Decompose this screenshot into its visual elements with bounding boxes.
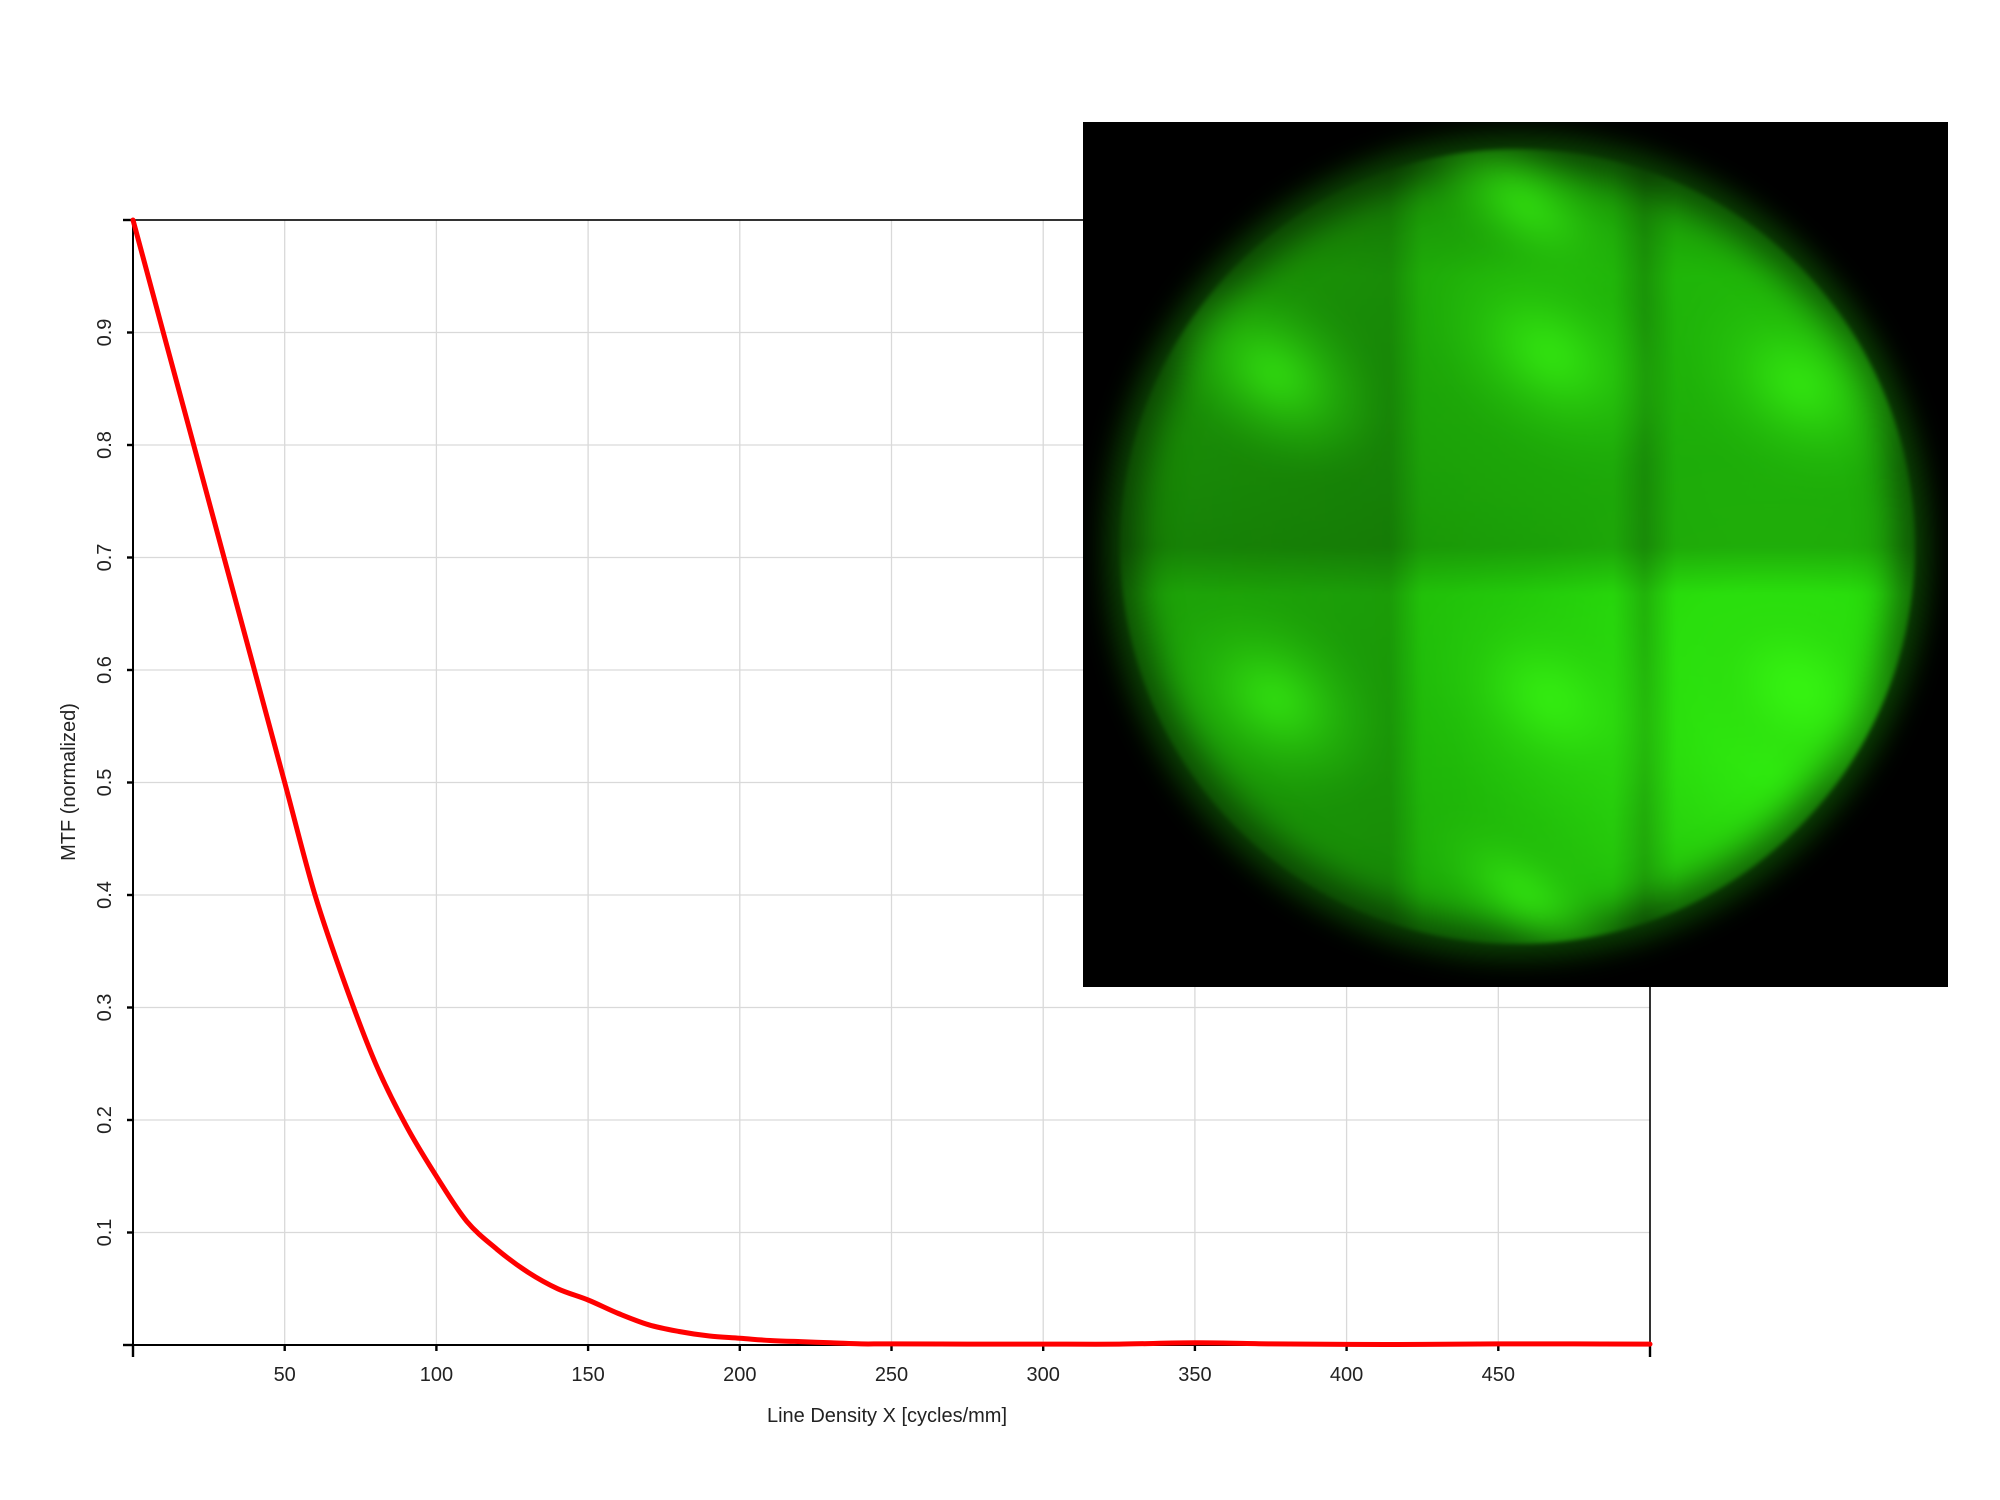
x-tick-label: 100 bbox=[420, 1364, 453, 1386]
x-tick-label: 450 bbox=[1482, 1364, 1515, 1386]
inset-image bbox=[1083, 122, 1948, 987]
x-tick-label: 200 bbox=[723, 1364, 756, 1386]
x-axis-ticks: 50 100 150 200 250 300 350 400 450 bbox=[131, 1345, 1652, 1386]
x-tick-label: 350 bbox=[1178, 1364, 1211, 1386]
y-tick-label: 0.9 bbox=[94, 319, 116, 347]
y-tick-label: 0.5 bbox=[94, 769, 116, 797]
x-tick-label: 300 bbox=[1027, 1364, 1060, 1386]
y-tick-label: 0.7 bbox=[94, 544, 116, 572]
y-axis-ticks: 0.1 0.2 0.3 0.4 0.5 0.6 0.7 0.8 0.9 bbox=[94, 218, 133, 1347]
y-tick-label: 0.1 bbox=[94, 1219, 116, 1247]
x-tick-label: 150 bbox=[571, 1364, 604, 1386]
pattern-highlight bbox=[1404, 791, 1646, 944]
y-axis-label: MTF (normalized) bbox=[58, 703, 80, 861]
pattern-highlight bbox=[1134, 567, 1416, 831]
pattern-highlight bbox=[1650, 546, 1915, 832]
x-tick-label: 50 bbox=[274, 1364, 296, 1386]
x-tick-label: 400 bbox=[1330, 1364, 1363, 1386]
x-tick-label: 250 bbox=[875, 1364, 908, 1386]
y-tick-label: 0.4 bbox=[94, 881, 116, 909]
y-tick-label: 0.3 bbox=[94, 994, 116, 1022]
pattern-highlight bbox=[1137, 246, 1413, 502]
green-pattern-disk bbox=[1120, 149, 1915, 944]
y-tick-label: 0.2 bbox=[94, 1106, 116, 1134]
pattern-highlight bbox=[1652, 245, 1915, 523]
y-tick-label: 0.8 bbox=[94, 431, 116, 459]
mtf-curve bbox=[130, 217, 1653, 1347]
x-axis-label: Line Density X [cycles/mm] bbox=[767, 1405, 1007, 1427]
y-tick-label: 0.6 bbox=[94, 656, 116, 684]
pattern-highlight bbox=[1391, 550, 1709, 848]
